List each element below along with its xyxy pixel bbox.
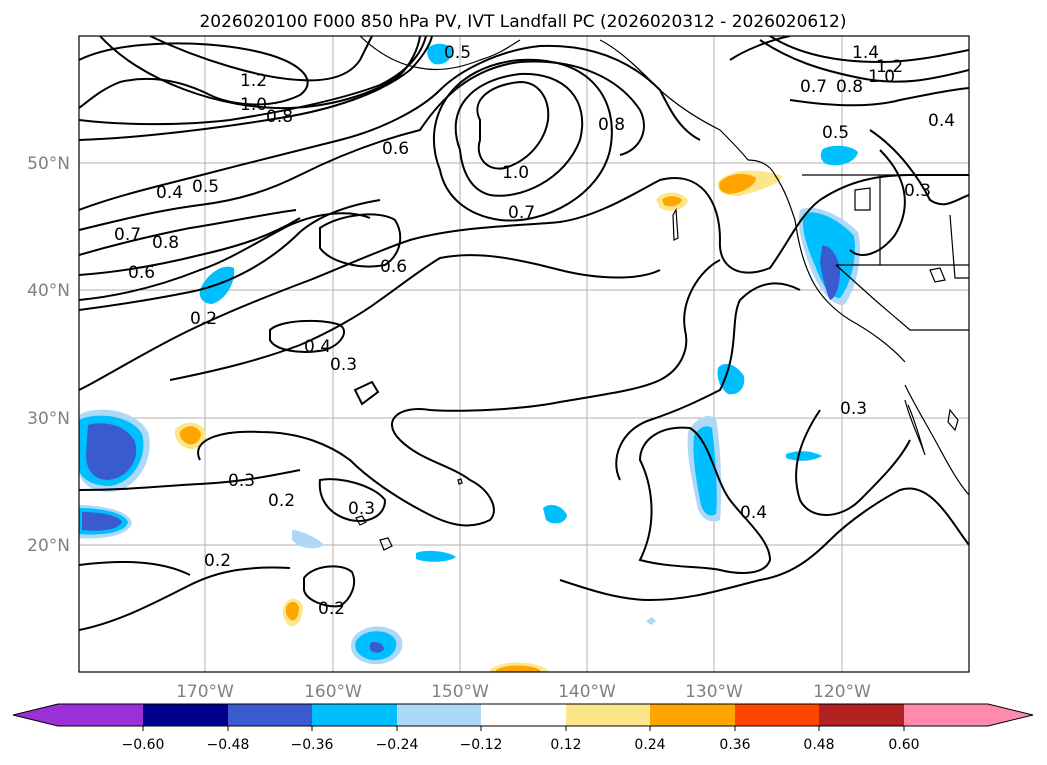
colorbar-tick-labels: −0.60 −0.48 −0.36 −0.24 −0.12 0.12 0.24 …: [122, 737, 920, 753]
colorbar-tick-label: 0.60: [888, 737, 919, 753]
coastlines: [355, 36, 969, 551]
contour-label: 0.2: [190, 309, 217, 329]
contour-label: 0.8: [598, 115, 625, 135]
colorbar-cell: [228, 704, 312, 726]
contour-label: 1.0: [240, 95, 267, 115]
colorbar-cell: [58, 704, 143, 726]
negative-anomaly-160w-20n: [292, 530, 324, 549]
negative-anomaly-135w-14n: [646, 617, 656, 625]
contour-label: 1.0: [502, 163, 529, 183]
contour-label: 0.2: [204, 551, 231, 571]
colorbar-ticks: [142, 726, 905, 731]
colorbar-extend-max: [988, 704, 1033, 726]
contour-label: 1.2: [876, 57, 903, 77]
colorbar-tick-label: −0.36: [291, 737, 334, 753]
negative-anomaly-142w-22n: [543, 504, 567, 524]
contour-label: 0.7: [800, 77, 827, 97]
contour-label: 0.8: [152, 233, 179, 253]
colorbar-cell: [312, 704, 397, 726]
colorbar-tick-label: 0.48: [803, 737, 834, 753]
positive-anomaly-145w-10n: [490, 662, 548, 672]
colorbar: −0.60 −0.48 −0.36 −0.24 −0.12 0.12 0.24 …: [12, 703, 1034, 753]
ivt-shading: [79, 43, 861, 672]
colorbar-outline: [12, 703, 1034, 727]
contour-label: 0.7: [114, 225, 141, 245]
contour-label: 0.4: [304, 337, 331, 357]
colorbar-tick-label: −0.60: [122, 737, 165, 753]
colorbar-cell: [566, 704, 650, 726]
contour-label: 0.5: [822, 123, 849, 143]
lon-tick-label: 130°W: [685, 682, 743, 702]
contour-label: 0.3: [348, 499, 375, 519]
negative-anomaly-west-21n: [79, 505, 132, 539]
contour-label: 0.4: [156, 183, 183, 203]
map-frame: [78, 35, 970, 673]
colorbar-tick-label: 0.12: [550, 737, 581, 753]
lat-tick-labels: 50°N 40°N 30°N 20°N: [27, 154, 70, 556]
colorbar-cell: [819, 704, 904, 726]
contour-label: 0.8: [836, 77, 863, 97]
contour-label: 1.4: [852, 43, 879, 63]
contour-label: 0.6: [382, 139, 409, 159]
contour-label: 0.5: [444, 43, 471, 63]
contour-label: 0.6: [128, 263, 155, 283]
lat-tick-label: 40°N: [27, 281, 70, 301]
negative-anomaly-california: [798, 207, 861, 306]
lon-tick-label: 160°W: [304, 682, 362, 702]
lon-tick-label: 150°W: [431, 682, 489, 702]
contour-label: 0.3: [904, 181, 931, 201]
lon-tick-label: 140°W: [558, 682, 616, 702]
positive-anomaly-127w-48n: [717, 170, 782, 196]
contour-label: 0.6: [380, 257, 407, 277]
figure-title: 2026020100 F000 850 hPa PV, IVT Landfall…: [199, 12, 846, 32]
colorbar-cell: [143, 704, 228, 726]
lat-tick-label: 30°N: [27, 409, 70, 429]
negative-anomaly-130w-27n: [687, 415, 722, 522]
contour-label: 0.3: [330, 355, 357, 375]
negative-anomaly-151w-58n: [427, 43, 452, 65]
negative-anomaly-120w-50n: [820, 145, 858, 166]
colorbar-cells: [13, 704, 1033, 726]
colorbar-cell: [397, 704, 481, 726]
colorbar-tick-label: −0.48: [207, 737, 250, 753]
negative-anomaly-156w-12n: [350, 626, 403, 665]
lat-tick-label: 50°N: [27, 154, 70, 174]
colorbar-tick-label: −0.12: [460, 737, 503, 753]
contour-label: 0.2: [318, 599, 345, 619]
colorbar-tick-label: 0.36: [719, 737, 750, 753]
negative-anomaly-west-27n: [79, 409, 150, 492]
colorbar-tick-label: −0.24: [376, 737, 419, 753]
positive-anomaly-171w-28n: [174, 422, 206, 450]
contour-label: 0.2: [268, 491, 295, 511]
lon-tick-labels: 170°W 160°W 150°W 140°W 130°W 120°W: [176, 682, 871, 702]
contour-label: 0.4: [740, 503, 767, 523]
map-panel: 0.5 1.4 1.2 1.0 0.8 0.7 1.2 1.0 0.8 0.8 …: [78, 35, 970, 673]
positive-anomaly-163w-15n: [282, 598, 303, 627]
contour-label: 0.7: [508, 203, 535, 223]
colorbar-cell: [650, 704, 735, 726]
lon-tick-label: 120°W: [813, 682, 871, 702]
contour-label: 0.3: [228, 471, 255, 491]
colorbar-cell: [481, 704, 566, 726]
pv-contours: [79, 36, 969, 631]
negative-anomaly-128w-34n: [717, 363, 745, 395]
lon-tick-label: 170°W: [176, 682, 234, 702]
contour-label: 1.0: [868, 67, 895, 87]
colorbar-cell: [735, 704, 819, 726]
contour-label: 0.4: [928, 111, 955, 131]
colorbar-cell: [904, 704, 988, 726]
negative-anomaly-152w-19n: [416, 550, 456, 562]
pv-contour-labels: 0.5 1.4 1.2 1.0 0.8 0.7 1.2 1.0 0.8 0.8 …: [114, 43, 955, 619]
positive-anomaly-133w-47n: [656, 192, 688, 211]
contour-label: 1.2: [240, 71, 267, 91]
contour-label: 0.3: [840, 399, 867, 419]
contour-label: 0.8: [266, 107, 293, 127]
contour-label: 0.5: [192, 177, 219, 197]
lat-tick-label: 20°N: [27, 536, 70, 556]
negative-anomaly-123w-27n: [786, 451, 822, 461]
colorbar-tick-label: 0.24: [634, 737, 665, 753]
colorbar-extend-min: [13, 704, 58, 726]
